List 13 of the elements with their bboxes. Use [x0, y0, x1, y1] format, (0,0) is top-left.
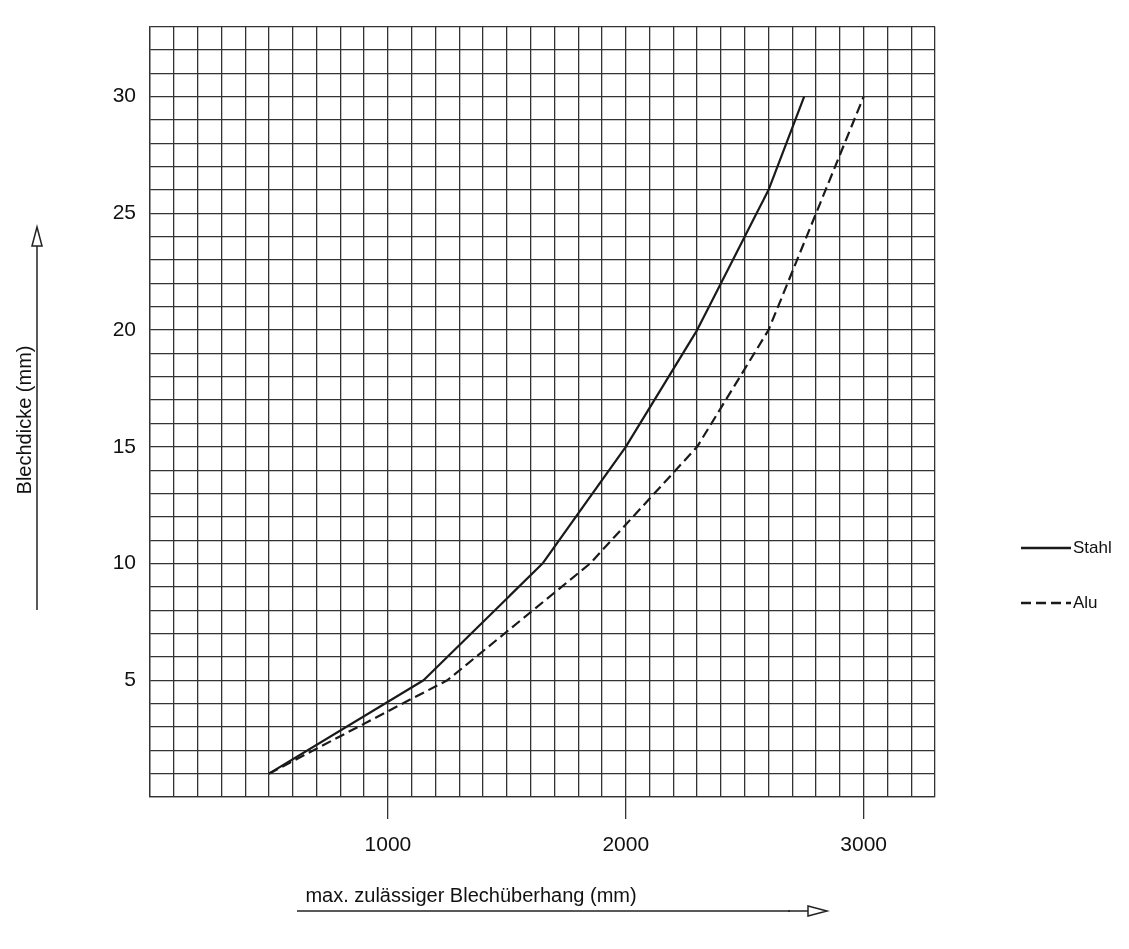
y-tick-label: 20 — [112, 316, 136, 340]
x-axis-title: max. zulässiger Blechüberhang (mm) — [305, 883, 637, 906]
y-tick-label: 5 — [124, 667, 136, 691]
y-tick-label: 15 — [112, 433, 136, 457]
legend-label: Alu — [1073, 592, 1098, 612]
y-tick-label: 30 — [112, 83, 136, 107]
y-tick-label: 10 — [112, 550, 136, 574]
x-tick-label: 1000 — [364, 832, 412, 856]
y-axis-title: Blechdicke (mm) — [12, 345, 35, 495]
legend-label: Stahl — [1073, 537, 1112, 557]
x-tick-label: 3000 — [840, 832, 887, 856]
x-tick-label: 2000 — [602, 832, 650, 856]
y-tick-label: 25 — [112, 200, 136, 224]
